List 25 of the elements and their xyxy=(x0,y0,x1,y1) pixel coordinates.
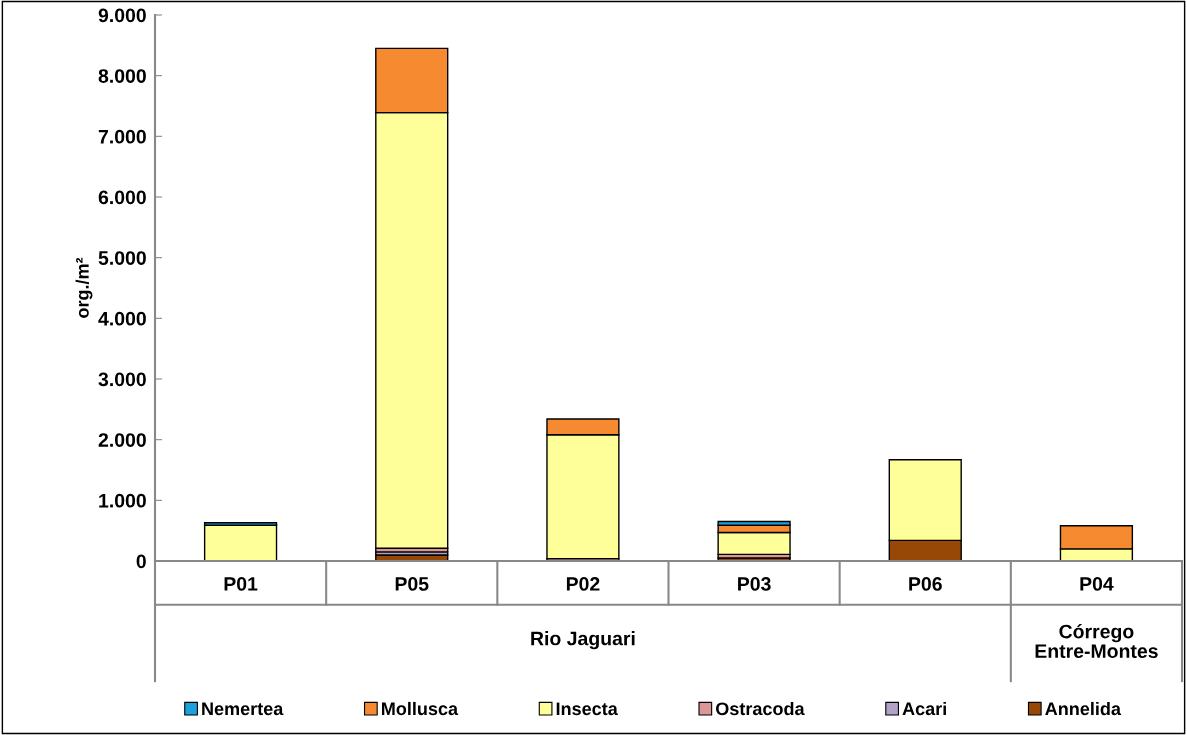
y-tick-label: 3.000 xyxy=(98,372,146,387)
y-tick-label: 6.000 xyxy=(98,190,146,205)
y-tick-label: 4.000 xyxy=(98,311,146,326)
legend-label: Annelida xyxy=(1045,701,1122,716)
y-tick-label: 5.000 xyxy=(98,251,146,265)
legend-label: Mollusca xyxy=(382,701,459,716)
y-tick-label: 7.000 xyxy=(98,129,146,144)
text: Córrego Entre-Montes xyxy=(1035,623,1158,659)
text: Rio Jaguari xyxy=(531,631,635,650)
y-axis-title: org./m² xyxy=(75,257,93,318)
y-tick-label: 2.000 xyxy=(98,433,146,447)
x-tick-label: P03 xyxy=(738,577,771,591)
y-tick-label: 1.000 xyxy=(99,493,146,508)
x-tick-label: P01 xyxy=(224,577,258,591)
y-tick-label: 9.000 xyxy=(98,8,146,23)
x-tick-label: P06 xyxy=(909,577,942,591)
legend-label: Ostracoda xyxy=(716,701,805,716)
x-tick-label: P02 xyxy=(566,577,600,591)
legend-label: Insecta xyxy=(556,702,618,716)
y-tick-label: 0 xyxy=(136,554,146,569)
x-tick-label: P04 xyxy=(1080,577,1114,591)
x-tick-label: P05 xyxy=(395,577,429,591)
y-tick-label: 8.000 xyxy=(98,69,146,83)
legend-label: Nemertea xyxy=(202,702,284,716)
legend-label: Acari xyxy=(902,701,946,716)
